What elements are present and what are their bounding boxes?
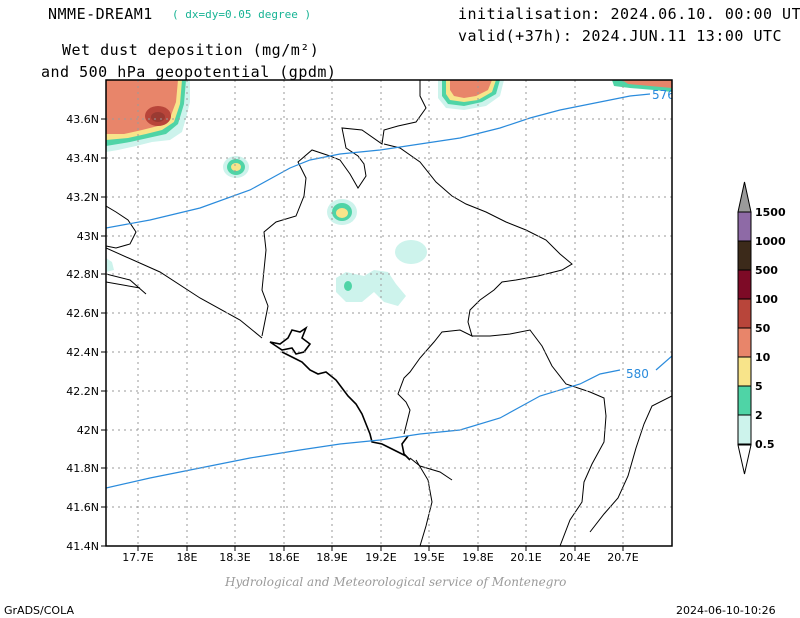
geopotential-contours — [106, 93, 672, 489]
lon-label: 20.7E — [607, 551, 638, 564]
colorbar-level-label: 500 — [755, 264, 778, 277]
lon-label: 20.4E — [559, 551, 590, 564]
init-time: initialisation: 2024.06.10. 00:00 UTC — [458, 5, 800, 23]
colorbar-legend: 1500 1000 500 100 50 10 5 2 0.5 — [737, 181, 786, 475]
colorbar-level-label: 100 — [755, 293, 778, 306]
coastline — [269, 325, 411, 461]
lon-label: 19.5E — [413, 551, 444, 564]
colorbar-bottom-arrow — [737, 444, 752, 475]
lon-label: 18.3E — [219, 551, 250, 564]
colorbar-swatch — [737, 240, 752, 271]
lat-label: 42.4N — [66, 346, 99, 359]
software-label: GrADS/COLA — [4, 604, 74, 617]
colorbar-level-label: 50 — [755, 322, 771, 335]
contour-label-576: 576 — [652, 88, 675, 102]
map-title-line2: and 500 hPa geopotential (gpdm) — [41, 63, 337, 81]
colorbar-level-label: 2 — [755, 409, 763, 422]
graticule — [106, 80, 672, 546]
lat-label: 42.6N — [66, 307, 99, 320]
lat-label: 43.2N — [66, 191, 99, 204]
lon-label: 17.7E — [122, 551, 153, 564]
colorbar-swatch — [737, 298, 752, 329]
colorbar-level-label: 1000 — [755, 235, 786, 248]
lat-label: 42N — [77, 424, 99, 437]
latitude-labels: 43.6N 43.4N 43.2N 43N 42.8N 42.6N 42.4N … — [66, 113, 99, 553]
lat-label: 41.6N — [66, 501, 99, 514]
model-name: NMME-DREAM1 — [48, 5, 153, 23]
resolution-note: ( dx=dy=0.05 degree ) — [172, 8, 312, 21]
colorbar-level-label: 0.5 — [755, 438, 775, 451]
lon-label: 20.1E — [510, 551, 541, 564]
lat-label: 43.4N — [66, 152, 99, 165]
colorbar-swatch — [737, 327, 752, 358]
colorbar-level-label: 1500 — [755, 206, 786, 219]
dust-field — [106, 80, 672, 306]
colorbar-level-label: 10 — [755, 351, 771, 364]
colorbar-swatch — [737, 269, 752, 300]
colorbar-top-arrow — [737, 181, 752, 213]
colorbar-swatch — [737, 356, 752, 387]
lat-label: 42.2N — [66, 385, 99, 398]
lon-label: 19.8E — [462, 551, 493, 564]
credit-line: Hydrological and Meteorological service … — [225, 575, 567, 589]
lon-label: 19.2E — [365, 551, 396, 564]
longitude-labels: 17.7E 18E 18.3E 18.6E 18.9E 19.2E 19.5E … — [122, 551, 638, 564]
lat-label: 41.8N — [66, 462, 99, 475]
lat-label: 41.4N — [66, 540, 99, 553]
lon-label: 18E — [177, 551, 198, 564]
axis-ticks — [101, 118, 624, 551]
lon-label: 18.9E — [316, 551, 347, 564]
map-title-line1: Wet dust deposition (mg/m²) — [62, 41, 320, 59]
colorbar-level-label: 5 — [755, 380, 763, 393]
colorbar-swatch — [737, 385, 752, 416]
lat-label: 43.6N — [66, 113, 99, 126]
colorbar-swatch — [737, 414, 752, 445]
valid-time: valid(+37h): 2024.JUN.11 13:00 UTC — [458, 27, 783, 45]
colorbar-swatch — [737, 211, 752, 242]
lat-label: 42.8N — [66, 268, 99, 281]
country-borders — [106, 80, 672, 546]
contour-label-580: 580 — [626, 367, 649, 381]
lon-label: 18.6E — [268, 551, 299, 564]
contour-labels: 576 580 — [626, 88, 675, 381]
lat-label: 43N — [77, 230, 99, 243]
timestamp-label: 2024-06-10-10:26 — [676, 604, 776, 617]
